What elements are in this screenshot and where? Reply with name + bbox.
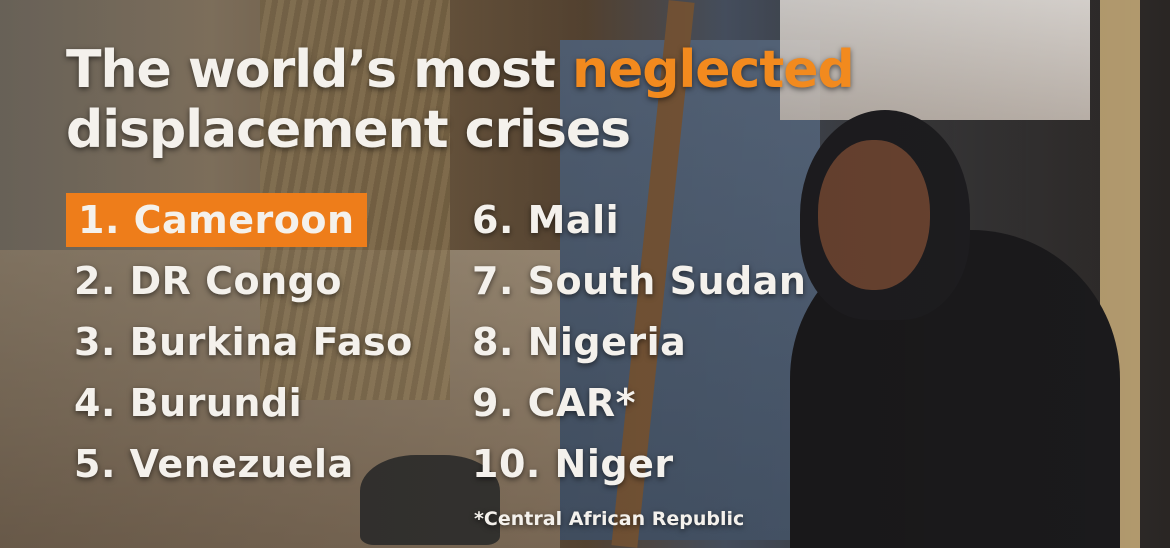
list-item: 3. Burkina Faso [74, 320, 413, 364]
list-item: 10. Niger [472, 442, 674, 486]
footnote: *Central African Republic [474, 508, 745, 530]
list-item: 7. South Sudan [472, 259, 807, 303]
pot [360, 455, 500, 545]
title-line-1: The world’s most neglected [66, 40, 855, 100]
list-item: 8. Nigeria [472, 320, 687, 364]
list-item: 1. Cameroon [66, 193, 367, 247]
title-highlight: neglected [571, 40, 855, 100]
cloth [780, 0, 1090, 120]
title-line-2: displacement crises [66, 100, 631, 160]
person-face [818, 140, 930, 290]
list-item: 6. Mali [472, 198, 620, 242]
list-item: 9. CAR* [472, 381, 637, 425]
list-item: 4. Burundi [74, 381, 303, 425]
title-text: The world’s most [66, 40, 556, 100]
list-item: 5. Venezuela [74, 442, 354, 486]
tarp [560, 40, 820, 540]
list-item: 2. DR Congo [74, 259, 342, 303]
